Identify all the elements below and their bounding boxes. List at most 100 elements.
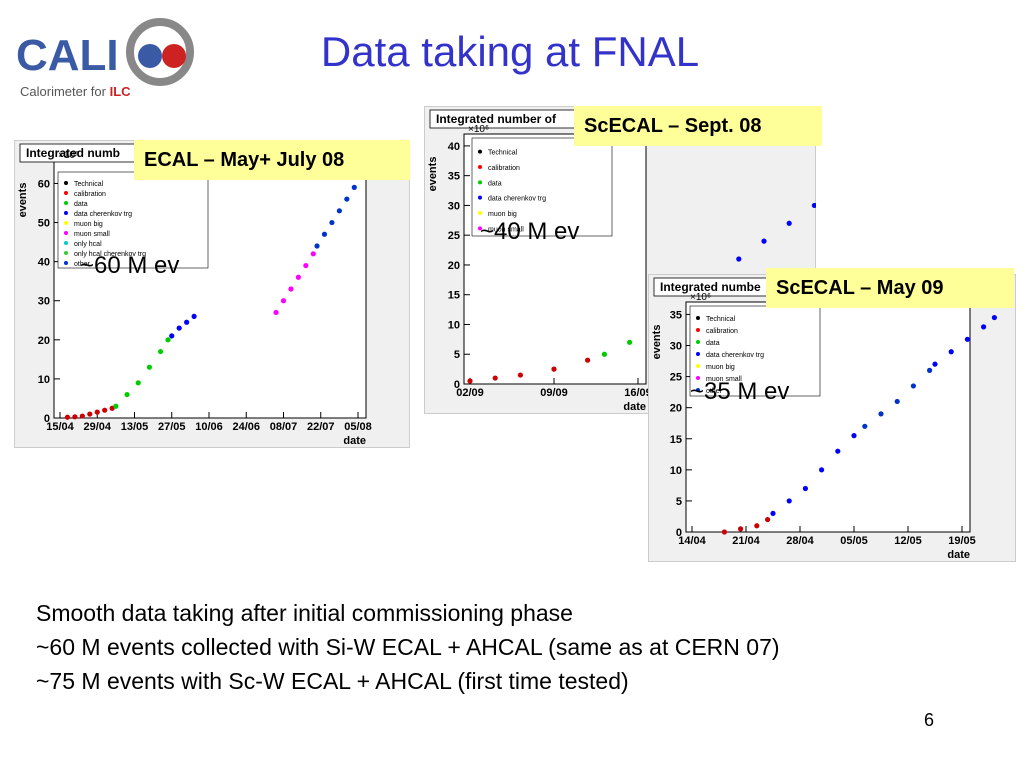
legend-marker	[64, 241, 68, 245]
data-point	[551, 366, 557, 372]
data-point	[321, 231, 328, 237]
legend-marker	[696, 388, 700, 392]
legend-marker	[696, 364, 700, 368]
chart-title: Integrated number of	[436, 112, 557, 126]
data-point	[184, 319, 190, 325]
legend-entry: Technical	[74, 181, 104, 188]
data-point	[786, 498, 792, 504]
x-tick-label: 16/09	[624, 387, 652, 399]
legend-marker	[478, 211, 482, 215]
data-point	[295, 274, 301, 280]
x-tick-label: 08/07	[270, 421, 298, 433]
chart-title: Integrated numbe	[660, 280, 761, 294]
y-axis-label: events	[651, 325, 663, 360]
y-tick-label: 30	[670, 341, 682, 353]
legend-marker	[478, 195, 482, 200]
x-axis-label: date	[623, 401, 646, 413]
chart-scecal-may: Integrated numbe 0 5 10 15 20 25 30 35 ×10⁶ events…	[648, 274, 1016, 562]
x-tick-label: 13/05	[121, 421, 149, 433]
y-tick-label: 0	[676, 527, 682, 539]
y-tick-label: 10	[38, 374, 50, 386]
data-point	[835, 448, 841, 454]
annotation-35m: ~35 M ev	[690, 378, 790, 405]
data-point	[761, 238, 767, 244]
y-tick-label: 5	[454, 349, 460, 361]
y-exponent: ×10⁶	[58, 150, 79, 161]
data-point	[786, 220, 792, 226]
x-tick-label: 12/05	[894, 535, 922, 547]
y-tick-label: 50	[38, 218, 50, 230]
legend-entry: data cherenkov trg	[488, 196, 546, 203]
x-tick-label: 10/06	[195, 421, 223, 433]
data-point	[819, 467, 825, 473]
legend-marker	[64, 261, 68, 265]
y-tick-label: 30	[38, 296, 50, 308]
x-tick-label: 24/06	[232, 421, 260, 433]
data-point	[191, 313, 197, 319]
data-point	[165, 337, 171, 343]
body-line-3: ~75 M events with Sc-W ECAL + AHCAL (fir…	[36, 668, 629, 694]
data-point	[738, 526, 744, 532]
legend-marker	[696, 328, 700, 332]
legend-entry: muon big	[488, 211, 517, 218]
x-tick-label: 02/09	[456, 387, 484, 399]
data-point	[176, 325, 182, 331]
label-scecal-sept: ScECAL – Sept. 08	[574, 106, 822, 146]
data-point	[336, 208, 342, 214]
data-point	[878, 411, 884, 417]
legend-entry: only hcal cherenkov trg	[74, 251, 146, 258]
legend-entry: data cherenkov trg	[706, 352, 764, 359]
data-point	[517, 372, 523, 378]
data-point	[72, 414, 78, 420]
data-point	[765, 516, 771, 523]
slide-body: Smooth data taking after initial commiss…	[36, 596, 780, 698]
data-point	[721, 529, 727, 535]
y-tick-label: 10	[448, 319, 460, 331]
x-tick-label: 09/09	[540, 387, 568, 399]
svg-text:Calorimeter for ILC: Calorimeter for ILC	[20, 84, 131, 99]
data-point	[310, 251, 316, 257]
legend-marker	[64, 251, 68, 255]
legend-entry: data	[706, 340, 720, 347]
legend-marker	[478, 226, 482, 231]
x-tick-label: 05/08	[344, 421, 372, 433]
legend-entry: Technical	[488, 150, 518, 157]
legend-marker	[64, 211, 68, 215]
legend-entry: calibration	[74, 191, 106, 198]
data-point	[467, 378, 473, 384]
legend-marker	[696, 340, 700, 344]
legend-entry: calibration	[706, 328, 738, 335]
legend-entry: data	[74, 201, 88, 208]
legend-box	[57, 171, 209, 269]
data-point	[169, 333, 175, 339]
legend-marker	[696, 316, 700, 320]
data-point	[736, 256, 742, 262]
data-point	[135, 380, 141, 386]
y-tick-label: 15	[448, 290, 460, 302]
y-tick-label: 35	[448, 171, 460, 183]
y-tick-label: 10	[670, 465, 682, 477]
y-tick-label: 5	[676, 496, 682, 508]
legend-entry: muon big	[706, 364, 735, 371]
y-tick-label: 35	[670, 309, 682, 321]
legend-marker	[478, 149, 482, 154]
legend-entry: other	[706, 388, 723, 395]
y-tick-label: 20	[448, 260, 460, 272]
body-line-2: ~60 M events collected with Si-W ECAL + …	[36, 634, 780, 660]
legend-marker	[64, 201, 68, 205]
data-point	[627, 339, 633, 345]
data-point	[329, 219, 335, 226]
y-tick-label: 60	[38, 178, 50, 190]
chart-ecal: Integrated numb 0 10 20 30 40 50 60 ×10⁶ events 15…	[14, 140, 410, 448]
x-axis-label: date	[343, 435, 366, 447]
chart-panel-scecal-may: Integrated numbe 0 5 10 15 20 25 30 35 ×10⁶ events…	[648, 274, 1016, 562]
y-tick-label: 25	[670, 372, 682, 384]
data-point	[964, 336, 970, 342]
data-point	[894, 398, 900, 405]
data-point	[146, 364, 152, 370]
x-tick-label: 05/05	[840, 535, 868, 547]
legend-marker	[478, 180, 482, 185]
data-point	[862, 423, 868, 429]
legend-entry: data cherenkov trg	[74, 211, 132, 218]
data-point	[351, 184, 357, 190]
